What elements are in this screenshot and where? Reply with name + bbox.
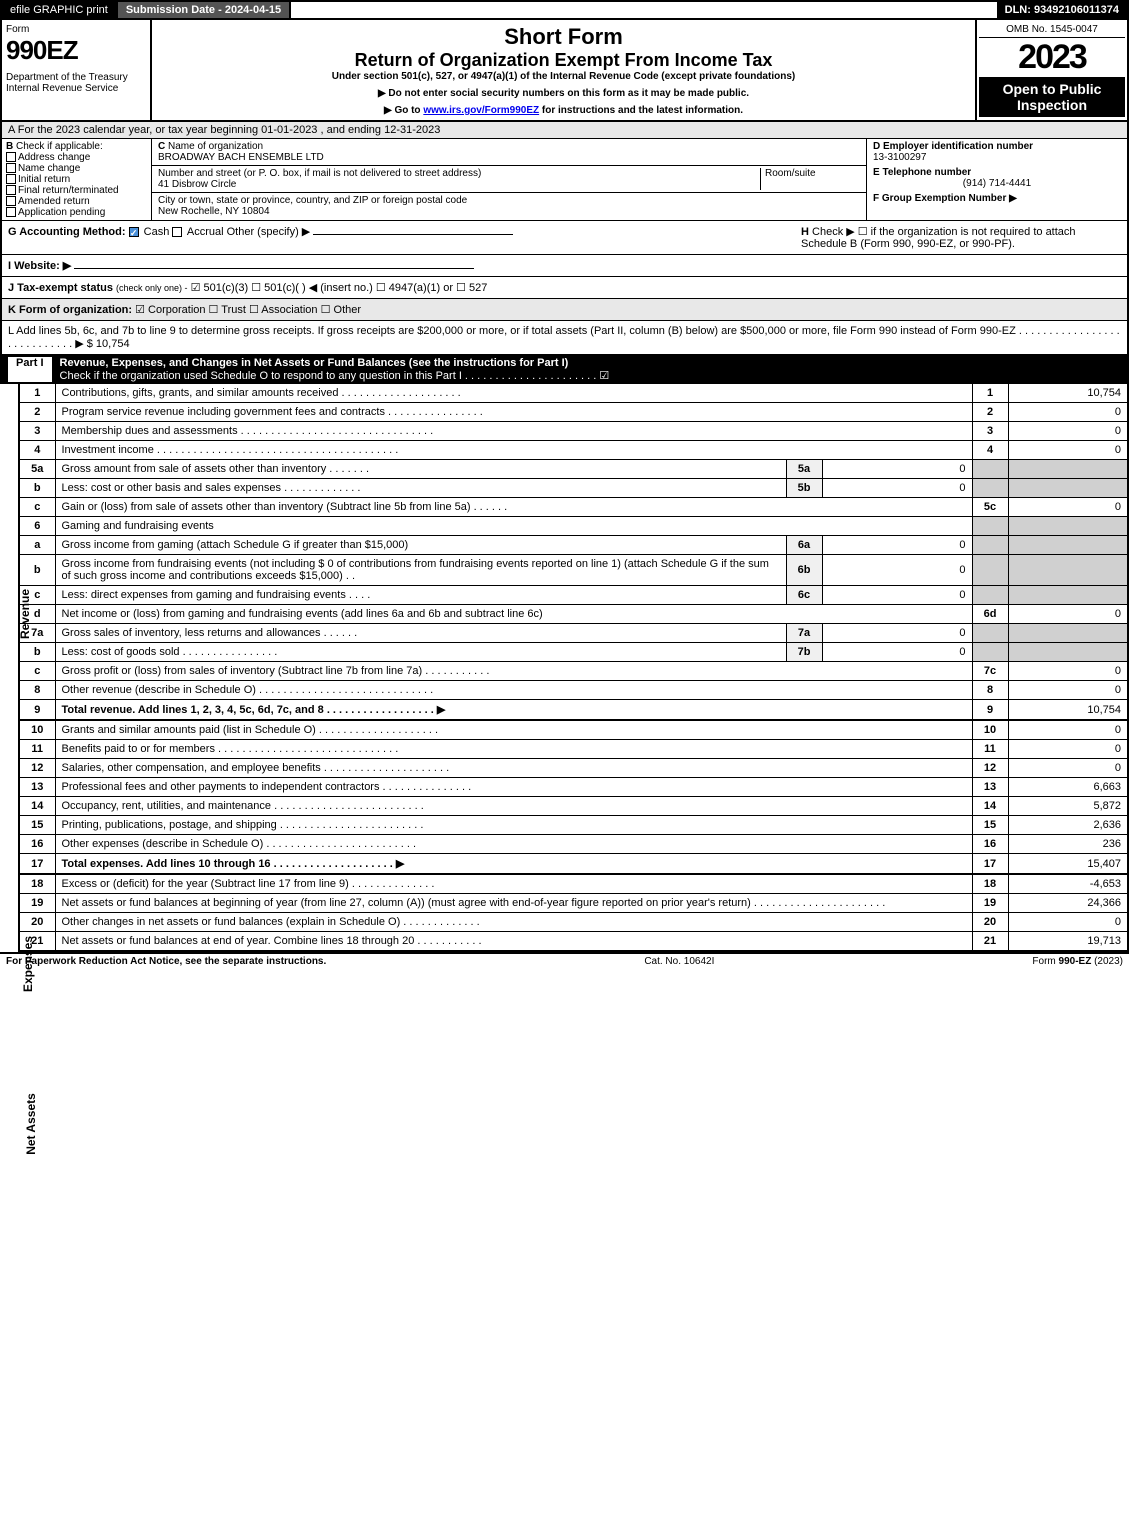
section-j: J Tax-exempt status (check only one) - ☑… xyxy=(0,277,1129,299)
line-12: 12Salaries, other compensation, and empl… xyxy=(19,759,1128,778)
side-expenses: Expenses xyxy=(21,936,35,992)
line-3: 3Membership dues and assessments . . . .… xyxy=(19,422,1128,441)
submission-date-button[interactable]: Submission Date - 2024-04-15 xyxy=(118,2,291,18)
line-6d: dNet income or (loss) from gaming and fu… xyxy=(19,605,1128,624)
line-20: 20Other changes in net assets or fund ba… xyxy=(19,913,1128,932)
title-short-form: Short Form xyxy=(156,24,971,50)
line-1: 1Contributions, gifts, grants, and simil… xyxy=(19,384,1128,403)
footer-center: Cat. No. 10642I xyxy=(644,956,714,967)
checkbox-initial-return[interactable] xyxy=(6,174,16,184)
line-19: 19Net assets or fund balances at beginni… xyxy=(19,894,1128,913)
section-b-left: B Check if applicable: Address change Na… xyxy=(2,139,152,220)
section-g: G Accounting Method: ✓ Cash Accrual Othe… xyxy=(8,225,513,250)
section-a: A For the 2023 calendar year, or tax yea… xyxy=(0,122,1129,139)
form-word: Form xyxy=(6,24,146,35)
section-l: L Add lines 5b, 6c, and 7b to line 9 to … xyxy=(0,321,1129,355)
section-g-h: G Accounting Method: ✓ Cash Accrual Othe… xyxy=(0,221,1129,255)
checkbox-accrual[interactable] xyxy=(172,227,182,237)
side-netassets: Net Assets xyxy=(24,1093,38,1155)
subtitle: Under section 501(c), 527, or 4947(a)(1)… xyxy=(156,71,971,82)
line-6: 6Gaming and fundraising events xyxy=(19,517,1128,536)
checkbox-application-pending[interactable] xyxy=(6,207,16,217)
footer: For Paperwork Reduction Act Notice, see … xyxy=(0,952,1129,969)
title-return: Return of Organization Exempt From Incom… xyxy=(156,50,971,71)
dln-label: DLN: 93492106011374 xyxy=(997,2,1127,18)
phone: (914) 714-4441 xyxy=(873,178,1121,189)
open-inspection: Open to Public Inspection xyxy=(979,77,1125,117)
checkbox-addr-change[interactable] xyxy=(6,152,16,162)
header-left: Form 990EZ Department of the Treasury In… xyxy=(2,20,152,120)
tax-year: 2023 xyxy=(979,38,1125,77)
line-18: 18Excess or (deficit) for the year (Subt… xyxy=(19,874,1128,894)
irs-link[interactable]: www.irs.gov/Form990EZ xyxy=(423,105,539,116)
line-21: 21Net assets or fund balances at end of … xyxy=(19,932,1128,952)
room-suite: Room/suite xyxy=(760,168,860,190)
header-center: Short Form Return of Organization Exempt… xyxy=(152,20,977,120)
line-14: 14Occupancy, rent, utilities, and mainte… xyxy=(19,797,1128,816)
line-7a: 7aGross sales of inventory, less returns… xyxy=(19,624,1128,643)
line-6a: aGross income from gaming (attach Schedu… xyxy=(19,536,1128,555)
org-city: New Rochelle, NY 10804 xyxy=(158,206,270,217)
checkbox-final-return[interactable] xyxy=(6,185,16,195)
line-4: 4Investment income . . . . . . . . . . .… xyxy=(19,441,1128,460)
line-5a: 5aGross amount from sale of assets other… xyxy=(19,460,1128,479)
line-7b: bLess: cost of goods sold . . . . . . . … xyxy=(19,643,1128,662)
checkbox-name-change[interactable] xyxy=(6,163,16,173)
section-c: C Name of organizationBROADWAY BACH ENSE… xyxy=(152,139,867,220)
section-h: H Check ▶ ☐ if the organization is not r… xyxy=(801,225,1121,250)
checkbox-cash[interactable]: ✓ xyxy=(129,227,139,237)
instruction-1: ▶ Do not enter social security numbers o… xyxy=(156,88,971,99)
line-10: 10Grants and similar amounts paid (list … xyxy=(19,720,1128,740)
lines-table: 1Contributions, gifts, grants, and simil… xyxy=(18,384,1129,952)
footer-right: Form 990-EZ (2023) xyxy=(1032,956,1123,967)
line-16: 16Other expenses (describe in Schedule O… xyxy=(19,835,1128,854)
form-number: 990EZ xyxy=(6,35,146,66)
top-bar: efile GRAPHIC print Submission Date - 20… xyxy=(0,0,1129,20)
header-right: OMB No. 1545-0047 2023 Open to Public In… xyxy=(977,20,1127,120)
line-5c: cGain or (loss) from sale of assets othe… xyxy=(19,498,1128,517)
line-2: 2Program service revenue including gover… xyxy=(19,403,1128,422)
line-17: 17Total expenses. Add lines 10 through 1… xyxy=(19,854,1128,875)
line-7c: cGross profit or (loss) from sales of in… xyxy=(19,662,1128,681)
part-1-header: Part I Revenue, Expenses, and Changes in… xyxy=(0,355,1129,384)
instruction-2: ▶ Go to www.irs.gov/Form990EZ for instru… xyxy=(156,105,971,116)
section-i: I Website: ▶ xyxy=(0,255,1129,277)
line-6c: cLess: direct expenses from gaming and f… xyxy=(19,586,1128,605)
ein: 13-3100297 xyxy=(873,152,926,163)
org-address: 41 Disbrow Circle xyxy=(158,179,236,190)
section-d-e-f: D Employer identification number13-31002… xyxy=(867,139,1127,220)
line-9: 9Total revenue. Add lines 1, 2, 3, 4, 5c… xyxy=(19,700,1128,721)
line-6b: bGross income from fundraising events (n… xyxy=(19,555,1128,586)
line-13: 13Professional fees and other payments t… xyxy=(19,778,1128,797)
footer-left: For Paperwork Reduction Act Notice, see … xyxy=(6,956,326,967)
line-8: 8Other revenue (describe in Schedule O) … xyxy=(19,681,1128,700)
checkbox-amended[interactable] xyxy=(6,196,16,206)
dept-label: Department of the Treasury Internal Reve… xyxy=(6,72,146,94)
line-15: 15Printing, publications, postage, and s… xyxy=(19,816,1128,835)
org-name: BROADWAY BACH ENSEMBLE LTD xyxy=(158,152,324,163)
form-header: Form 990EZ Department of the Treasury In… xyxy=(0,20,1129,122)
section-b: B Check if applicable: Address change Na… xyxy=(0,139,1129,221)
side-revenue: Revenue xyxy=(18,589,32,639)
line-5b: bLess: cost or other basis and sales exp… xyxy=(19,479,1128,498)
line-11: 11Benefits paid to or for members . . . … xyxy=(19,740,1128,759)
section-k: K Form of organization: ☑ Corporation ☐ … xyxy=(0,299,1129,321)
efile-label: efile GRAPHIC print xyxy=(2,2,118,18)
omb-number: OMB No. 1545-0047 xyxy=(979,22,1125,38)
